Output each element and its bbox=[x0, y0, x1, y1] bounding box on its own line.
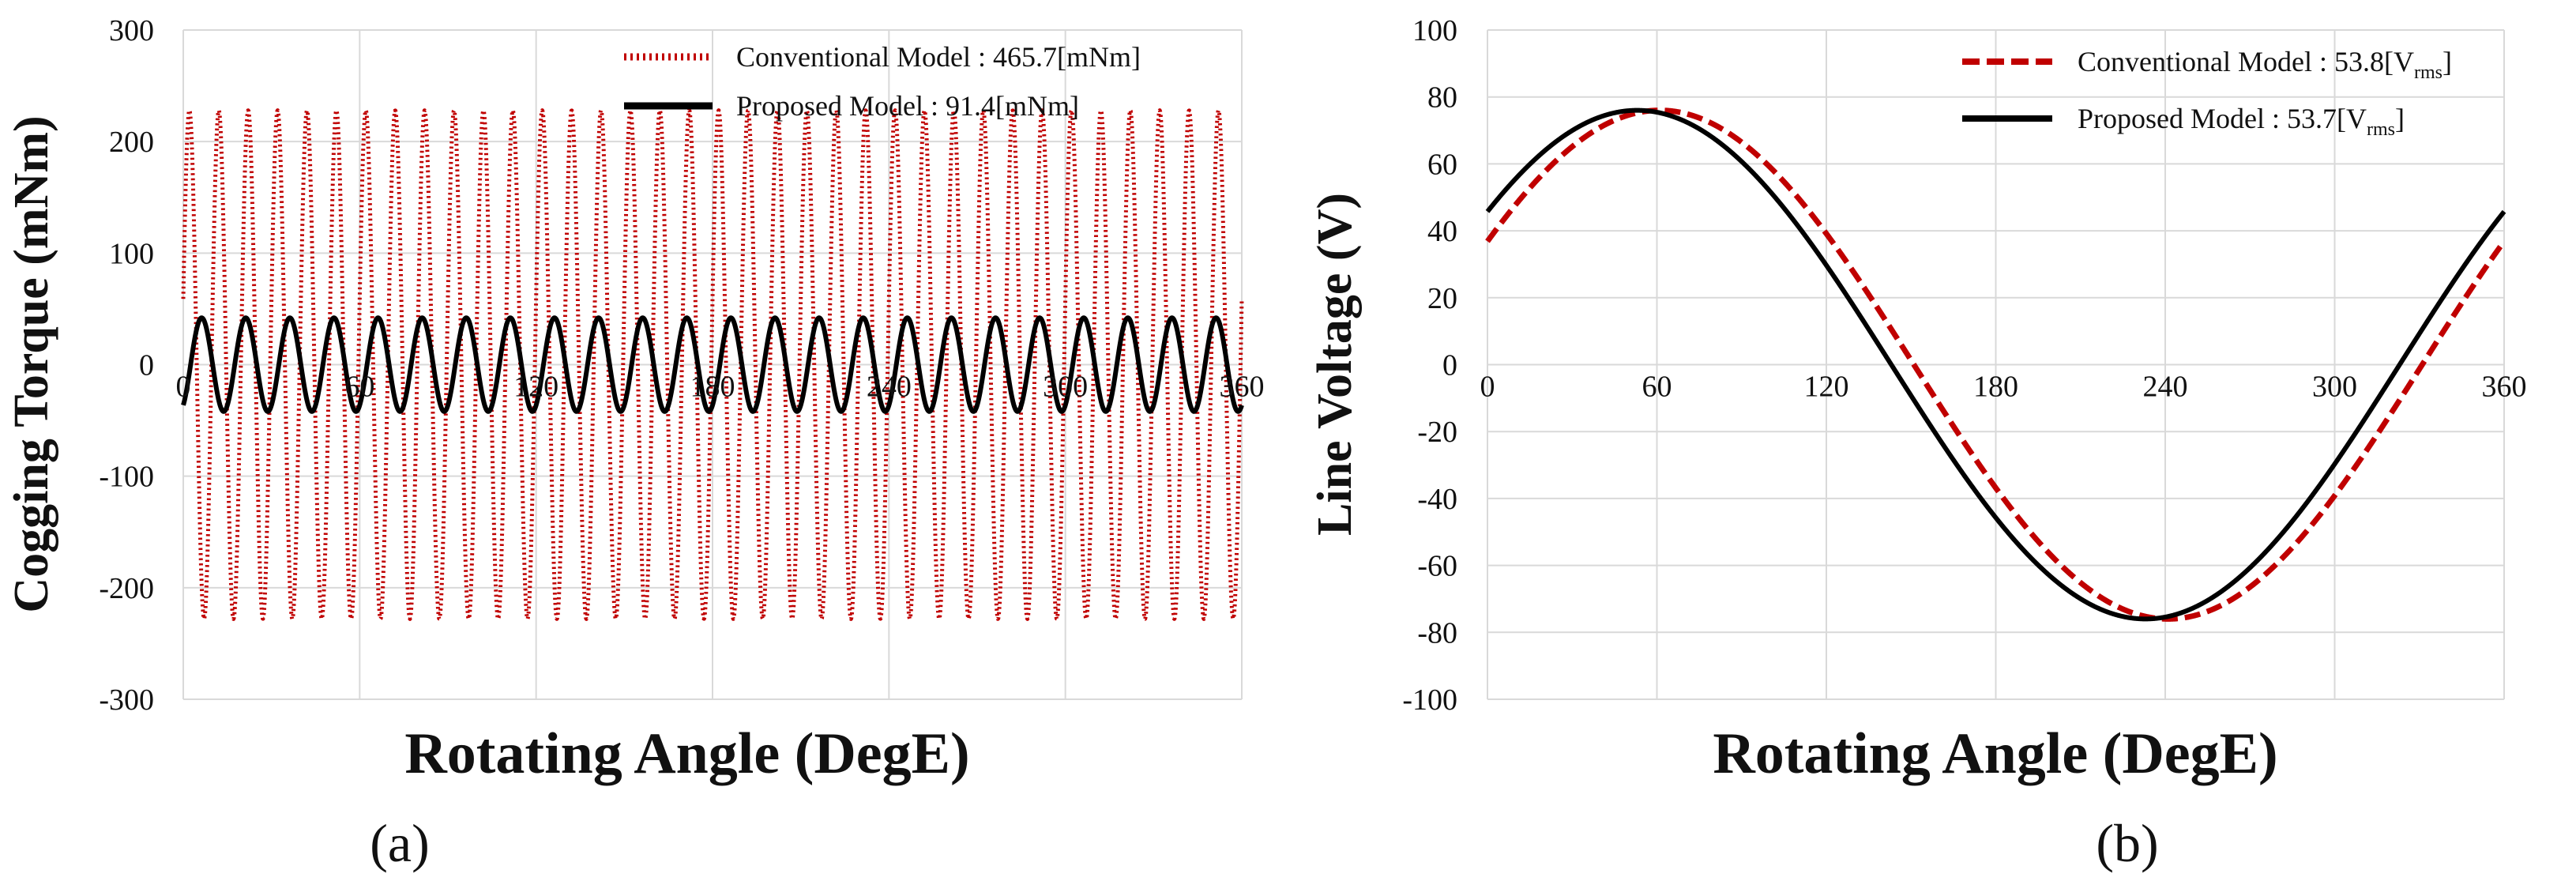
x-tick-label-b: 360 bbox=[2482, 371, 2527, 404]
y-tick-label-a: -200 bbox=[99, 572, 154, 605]
y-tick-label-a: 300 bbox=[109, 14, 154, 47]
panel-label-b: (b) bbox=[2096, 813, 2158, 873]
y-tick-label-b: -80 bbox=[1417, 616, 1457, 649]
legend-label-conventional-b-main: Conventional Model : 53.8[V bbox=[2078, 46, 2414, 77]
x-tick-label-b: 60 bbox=[1642, 371, 1672, 404]
y-tick-label-a: 0 bbox=[139, 349, 154, 382]
series-line-a-conventional bbox=[181, 108, 1244, 621]
legend-label-conventional-b: Conventional Model : 53.8[Vrms] bbox=[2078, 46, 2452, 83]
x-tick-label-a: 360 bbox=[1220, 371, 1265, 404]
y-tick-label-b: -60 bbox=[1417, 550, 1457, 583]
legend-label-conventional-b-sub: rms bbox=[2414, 62, 2442, 83]
x-tick-label-a: 120 bbox=[513, 371, 558, 404]
x-tick-label-a: 300 bbox=[1043, 371, 1088, 404]
panel-label-a: (a) bbox=[370, 813, 429, 873]
series-line-b-proposed bbox=[1485, 107, 2506, 622]
y-tick-label-b: 80 bbox=[1427, 81, 1457, 115]
y-axis-label-b: Line Voltage (V) bbox=[1308, 193, 1362, 536]
x-tick-label-a: 60 bbox=[344, 371, 374, 404]
x-tick-label-b: 180 bbox=[1973, 371, 2018, 404]
x-tick-label-b: 240 bbox=[2143, 371, 2188, 404]
y-tick-label-a: 100 bbox=[109, 237, 154, 270]
y-tick-label-b: 20 bbox=[1427, 282, 1457, 315]
chart-a-cogging-torque: 0 60 120 180 240 300 360 300 200 100 0 -100 -200 -300… bbox=[5, 14, 1265, 873]
y-tick-label-b: -100 bbox=[1402, 683, 1457, 717]
legend-label-proposed-b: Proposed Model : 53.7[Vrms] bbox=[2078, 103, 2405, 140]
ticks-b: 0 60 120 180 240 300 360 100 80 60 40 20 0 -20 -40 -60 -… bbox=[1402, 14, 2526, 717]
series-b bbox=[1485, 107, 2506, 622]
legend-a: Conventional Model : 465.7[mNm] Proposed… bbox=[624, 41, 1141, 122]
legend-label-proposed-b-main: Proposed Model : 53.7[V bbox=[2078, 103, 2367, 134]
x-tick-label-b: 120 bbox=[1804, 371, 1849, 404]
y-tick-label-b: 100 bbox=[1412, 14, 1457, 47]
legend-b: Conventional Model : 53.8[Vrms] Proposed… bbox=[1962, 46, 2452, 140]
x-tick-label-a: 180 bbox=[690, 371, 735, 404]
y-tick-label-a: 200 bbox=[109, 126, 154, 159]
y-tick-label-b: -20 bbox=[1417, 416, 1457, 449]
ticks-a: 0 60 120 180 240 300 360 300 200 100 0 -100 -200 -300 bbox=[99, 14, 1264, 717]
y-tick-label-b: -40 bbox=[1417, 483, 1457, 516]
legend-label-proposed-a: Proposed Model : 91.4[mNm] bbox=[736, 90, 1079, 122]
x-axis-label-a: Rotating Angle (DegE) bbox=[404, 721, 969, 786]
series-a bbox=[181, 108, 1244, 621]
x-tick-label-b: 300 bbox=[2312, 371, 2357, 404]
y-tick-label-b: 60 bbox=[1427, 148, 1457, 181]
legend-label-proposed-b-end: ] bbox=[2395, 103, 2405, 134]
y-tick-label-a: -100 bbox=[99, 461, 154, 494]
y-axis-label-a: Cogging Torque (mNm) bbox=[5, 115, 58, 612]
legend-label-conventional-a: Conventional Model : 465.7[mNm] bbox=[736, 41, 1141, 73]
series-line-a-proposed bbox=[181, 315, 1244, 414]
legend-label-conventional-b-end: ] bbox=[2442, 46, 2452, 77]
x-axis-label-b: Rotating Angle (DegE) bbox=[1713, 721, 2277, 786]
y-tick-label-a: -300 bbox=[99, 683, 154, 717]
y-tick-label-b: 40 bbox=[1427, 215, 1457, 248]
x-tick-label-b: 0 bbox=[1480, 371, 1495, 404]
chart-b-line-voltage: 0 60 120 180 240 300 360 100 80 60 40 20 0 -20 -40 -60 -… bbox=[1308, 14, 2527, 873]
x-tick-label-a: 0 bbox=[176, 371, 191, 404]
x-tick-label-a: 240 bbox=[867, 371, 912, 404]
legend-label-proposed-b-sub: rms bbox=[2367, 119, 2395, 140]
y-tick-label-b: 0 bbox=[1442, 349, 1457, 382]
